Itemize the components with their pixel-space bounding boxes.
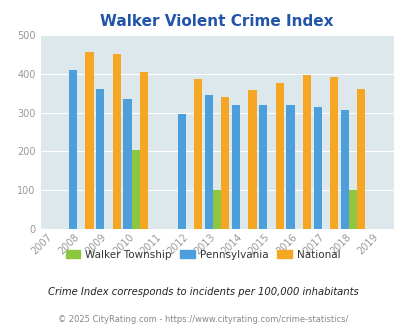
Bar: [213, 190, 221, 229]
Bar: [329, 78, 337, 229]
Legend: Walker Township, Pennsylvania, National: Walker Township, Pennsylvania, National: [61, 246, 344, 264]
Bar: [194, 80, 202, 229]
Bar: [177, 115, 185, 229]
Bar: [286, 105, 294, 229]
Bar: [123, 99, 131, 229]
Title: Walker Violent Crime Index: Walker Violent Crime Index: [100, 14, 333, 29]
Bar: [313, 107, 321, 229]
Bar: [69, 70, 77, 229]
Bar: [302, 75, 310, 229]
Bar: [85, 52, 93, 229]
Bar: [205, 95, 213, 229]
Bar: [259, 105, 267, 229]
Bar: [131, 149, 139, 229]
Bar: [232, 105, 240, 229]
Bar: [139, 72, 147, 229]
Bar: [96, 89, 104, 229]
Bar: [248, 90, 256, 229]
Bar: [356, 89, 364, 229]
Bar: [340, 110, 348, 229]
Bar: [275, 83, 283, 229]
Text: © 2025 CityRating.com - https://www.cityrating.com/crime-statistics/: © 2025 CityRating.com - https://www.city…: [58, 315, 347, 324]
Bar: [348, 190, 356, 229]
Text: Crime Index corresponds to incidents per 100,000 inhabitants: Crime Index corresponds to incidents per…: [47, 287, 358, 297]
Bar: [221, 97, 229, 229]
Bar: [112, 54, 120, 229]
